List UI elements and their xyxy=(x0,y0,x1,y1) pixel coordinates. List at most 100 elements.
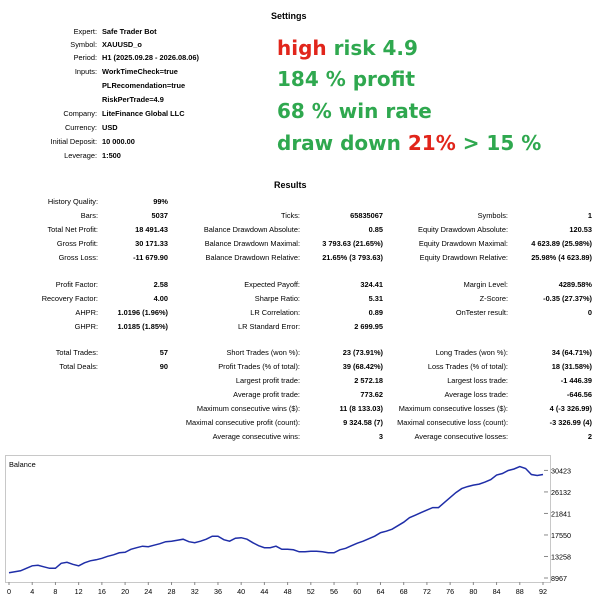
result-label: Maximal consecutive profit (count): xyxy=(185,418,300,427)
overlay-high-word: high xyxy=(277,36,327,60)
x-tick-label: 80 xyxy=(469,587,477,596)
x-tick-label: 48 xyxy=(284,587,292,596)
results-heading: Results xyxy=(274,180,307,190)
result-label: History Quality: xyxy=(47,197,98,206)
result-value: 57 xyxy=(159,348,168,357)
result-value: -3 326.99 (4) xyxy=(549,418,592,427)
result-label: Equity Drawdown Maximal: xyxy=(418,239,508,248)
balance-line xyxy=(8,465,544,574)
result-value: 25.98% (4 623.89) xyxy=(531,253,592,262)
settings-label: Initial Deposit: xyxy=(50,137,97,146)
result-label: Recovery Factor: xyxy=(41,294,98,303)
x-tick-label: 56 xyxy=(330,587,338,596)
result-label: Margin Level: xyxy=(463,280,508,289)
result-value: 4.00 xyxy=(153,294,168,303)
result-label: Symbols: xyxy=(477,211,508,220)
x-tick-label: 52 xyxy=(307,587,315,596)
result-label: Bars: xyxy=(80,211,98,220)
result-value: 90 xyxy=(159,362,168,371)
result-label: Total Net Profit: xyxy=(47,225,98,234)
x-tick-label: 0 xyxy=(7,587,11,596)
x-tick-label: 72 xyxy=(423,587,431,596)
result-label: Maximal consecutive loss (count): xyxy=(397,418,508,427)
result-value: 18 491.43 xyxy=(135,225,168,234)
result-value: 21.65% (3 793.63) xyxy=(322,253,383,262)
settings-label: Leverage: xyxy=(64,151,97,160)
overlay-drawdown-line: draw down 21% > 15 % xyxy=(277,131,541,155)
overlay-winrate-line: 68 % win rate xyxy=(277,99,432,123)
settings-value: 10 000.00 xyxy=(102,137,135,146)
chart-title: Balance xyxy=(9,460,36,469)
x-tick-label: 4 xyxy=(30,587,34,596)
x-tick-label: 60 xyxy=(353,587,361,596)
settings-label: Company: xyxy=(63,109,97,118)
result-label: Balance Drawdown Maximal: xyxy=(204,239,300,248)
x-tick-label: 44 xyxy=(260,587,268,596)
result-label: Average consecutive wins: xyxy=(212,432,300,441)
y-tick-label: 26132 xyxy=(551,488,571,497)
result-label: OnTester result: xyxy=(455,308,508,317)
settings-label: Currency: xyxy=(64,123,97,132)
result-value: 34 (64.71%) xyxy=(551,348,592,357)
result-label: Largest loss trade: xyxy=(447,376,508,385)
result-value: 18 (31.58%) xyxy=(551,362,592,371)
result-value: 11 (8 133.03) xyxy=(339,404,383,413)
result-value: 3 793.63 (21.65%) xyxy=(322,239,383,248)
result-value: 0.89 xyxy=(368,308,383,317)
result-label: Average loss trade: xyxy=(444,390,508,399)
result-label: Balance Drawdown Absolute: xyxy=(203,225,300,234)
settings-value: LiteFinance Global LLC xyxy=(102,109,185,118)
result-value: 99% xyxy=(153,197,168,206)
result-label: Profit Factor: xyxy=(55,280,98,289)
x-tick-label: 64 xyxy=(376,587,384,596)
settings-value: USD xyxy=(102,123,118,132)
settings-label: Expert: xyxy=(73,27,97,36)
result-value: -1 446.39 xyxy=(560,376,592,385)
result-value: 0 xyxy=(587,308,592,317)
settings-value: PLRecomendation=true xyxy=(102,81,186,90)
settings-label: Period: xyxy=(73,53,97,62)
overlay-drawdown-threshold: > 15 % xyxy=(455,131,542,155)
result-value: 120.53 xyxy=(569,225,592,234)
result-label: Long Trades (won %): xyxy=(435,348,508,357)
x-tick-label: 20 xyxy=(121,587,129,596)
result-value: 9 324.58 (7) xyxy=(343,418,383,427)
result-label: LR Standard Error: xyxy=(237,322,300,331)
overlay-drawdown-text: draw down xyxy=(277,131,408,155)
y-tick-label: 8967 xyxy=(551,574,567,583)
result-label: LR Correlation: xyxy=(250,308,300,317)
settings-value: Safe Trader Bot xyxy=(102,27,157,36)
result-value: 39 (68.42%) xyxy=(342,362,383,371)
result-label: Equity Drawdown Absolute: xyxy=(418,225,508,234)
result-value: -646.56 xyxy=(566,390,592,399)
result-label: Maximum consecutive losses ($): xyxy=(398,404,508,413)
x-tick-label: 76 xyxy=(446,587,454,596)
result-value: 1 xyxy=(587,211,592,220)
result-label: Average profit trade: xyxy=(233,390,300,399)
result-value: 23 (73.91%) xyxy=(342,348,383,357)
settings-label: Symbol: xyxy=(70,40,97,49)
result-label: Loss Trades (% of total): xyxy=(427,362,508,371)
y-tick-label: 13258 xyxy=(551,552,571,561)
settings-value: WorkTimeCheck=true xyxy=(102,67,178,76)
result-value: 2.58 xyxy=(153,280,168,289)
settings-value: 1:500 xyxy=(102,151,121,160)
result-value: 2 572.18 xyxy=(354,376,383,385)
x-tick-label: 84 xyxy=(493,587,501,596)
result-label: Equity Drawdown Relative: xyxy=(419,253,508,262)
result-label: Expected Payoff: xyxy=(244,280,300,289)
result-value: 4 623.89 (25.98%) xyxy=(531,239,592,248)
result-label: Gross Profit: xyxy=(56,239,98,248)
result-label: Sharpe Ratio: xyxy=(254,294,300,303)
result-value: 324.41 xyxy=(360,280,383,289)
x-tick-label: 32 xyxy=(191,587,199,596)
result-value: 5037 xyxy=(151,211,168,220)
result-label: Average consecutive losses: xyxy=(414,432,508,441)
x-tick-label: 12 xyxy=(75,587,83,596)
y-tick-label: 17550 xyxy=(551,531,571,540)
y-tick-label: 21841 xyxy=(551,509,571,518)
result-value: 2 xyxy=(587,432,592,441)
x-tick-label: 24 xyxy=(144,587,152,596)
result-value: -11 679.90 xyxy=(133,253,168,262)
